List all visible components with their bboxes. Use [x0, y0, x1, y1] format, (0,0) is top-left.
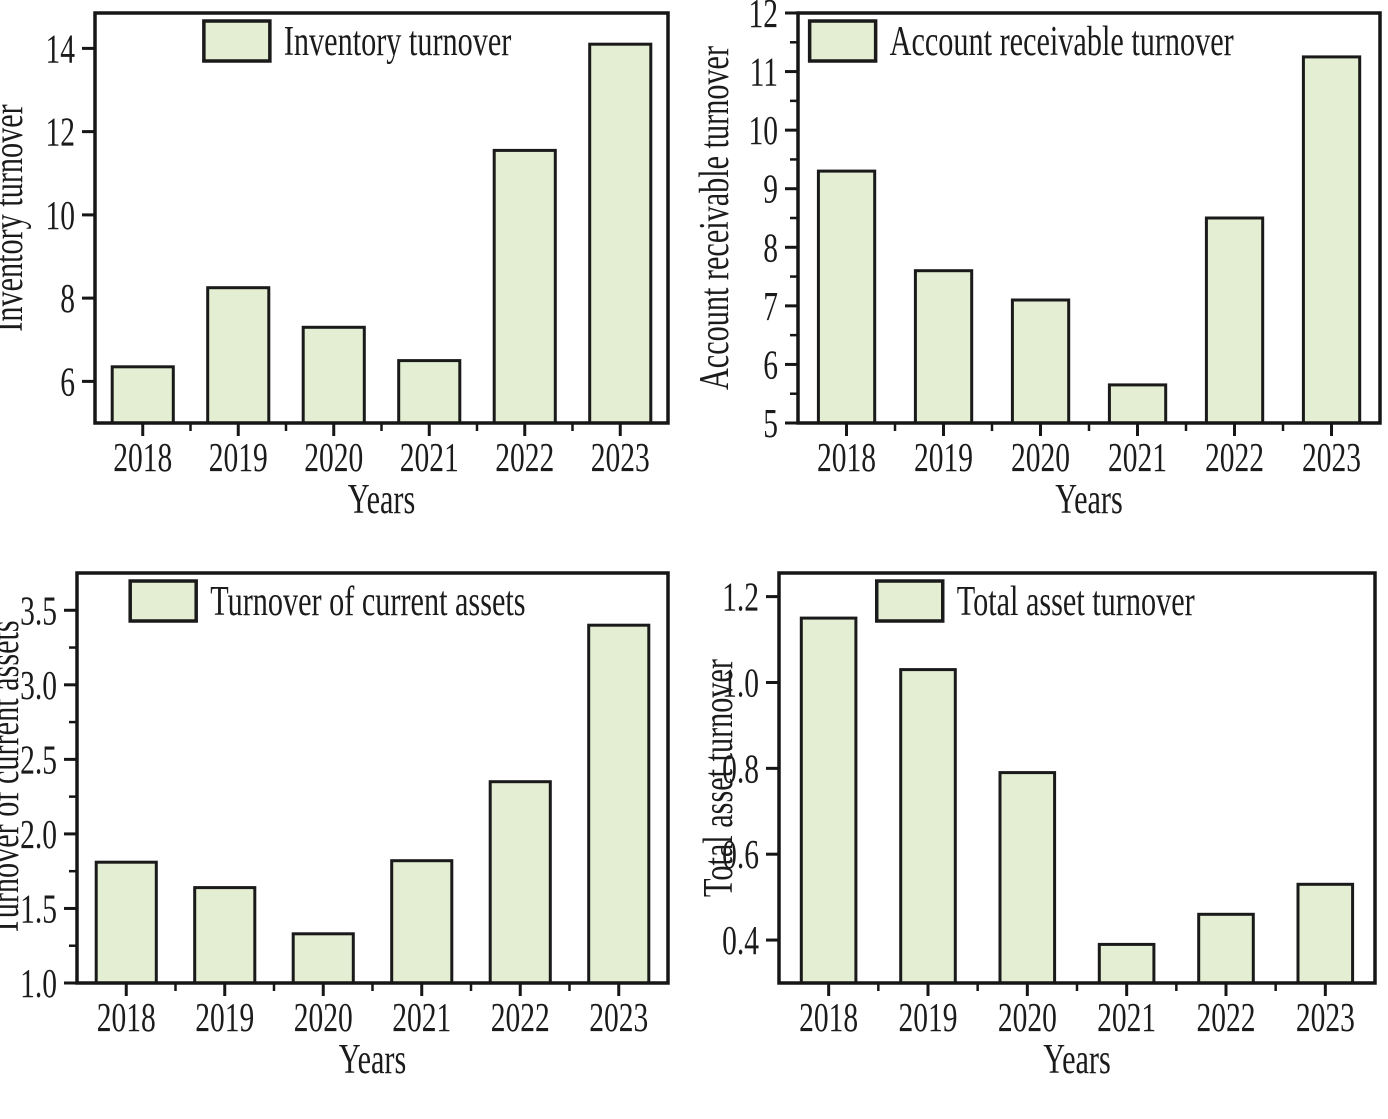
bar-2019: [193, 886, 257, 985]
bar-2023: [1301, 55, 1362, 425]
y-tick-label: 10: [45, 192, 75, 238]
y-tick-label: 6: [763, 342, 778, 388]
x-tick-label: 2020: [998, 994, 1057, 1040]
x-tick-label: 2023: [1296, 994, 1355, 1040]
y-axis-title: Inventory turnover: [0, 104, 31, 331]
x-tick-label: 2020: [294, 994, 353, 1040]
chart-total-asset-turnover: 0.4 0.6 0.8 1.0 1.2 2018 2019 2020 2021 2022 2023 Y…: [694, 571, 1377, 1082]
bar-2021: [1097, 942, 1156, 985]
y-tick-label: 10: [748, 107, 778, 153]
y-tick-label: 6: [60, 359, 75, 405]
y-tick-label: 3.0: [20, 662, 57, 708]
y-tick-label: 14: [45, 26, 75, 72]
bar-2020: [301, 325, 366, 425]
bar-2022: [488, 780, 552, 985]
bar-2021: [1107, 383, 1168, 425]
bar-2023: [587, 623, 651, 985]
x-tick-label: 2018: [113, 434, 172, 480]
x-tick-label: 2021: [400, 434, 459, 480]
legend-label: Turnover of current assets: [210, 577, 525, 624]
x-tick-label: 2022: [495, 434, 554, 480]
y-tick-label: 8: [763, 225, 778, 271]
bar-2020: [291, 932, 355, 985]
x-tick-label: 2023: [589, 994, 648, 1040]
y-tick-label: 0.4: [722, 917, 759, 963]
y-tick-label: 2.0: [20, 811, 57, 857]
plot-frame: [93, 11, 670, 425]
plot-frame: [75, 571, 670, 985]
legend-swatch: [807, 19, 878, 63]
y-tick-label: 1.0: [722, 660, 759, 706]
bar-2018: [799, 616, 858, 985]
legend-swatch: [128, 579, 198, 623]
x-tick-label: 2018: [799, 994, 858, 1040]
chart-turnover-of-current-assets: 1.0 1.5 2.0 2.5 3.0 3.5 2018 2019 2020 2021 2022 20…: [0, 571, 670, 1082]
bar-2023: [1296, 882, 1355, 985]
x-tick-label: 2022: [1205, 434, 1264, 480]
y-tick-label: 9: [763, 166, 778, 212]
x-tick-label: 2019: [898, 994, 957, 1040]
x-tick-label: 2018: [817, 434, 876, 480]
x-axis-title: Years: [1055, 475, 1122, 522]
legend-swatch: [874, 579, 945, 623]
x-axis-title: Years: [1043, 1035, 1110, 1082]
x-tick-label: 2021: [1097, 994, 1156, 1040]
x-tick-label: 2021: [392, 994, 451, 1040]
plot-frame: [777, 571, 1377, 985]
bar-2018: [94, 860, 158, 985]
legend-label: Account receivable turnover: [890, 17, 1234, 64]
x-tick-label: 2019: [209, 434, 268, 480]
y-tick-label: 1.5: [20, 886, 57, 932]
y-tick-label: 1.2: [722, 574, 759, 620]
x-tick-label: 2019: [195, 994, 254, 1040]
bar-2018: [110, 365, 175, 425]
bar-2022: [1197, 912, 1255, 985]
y-tick-label: 0.6: [722, 831, 759, 877]
x-tick-label: 2020: [1011, 434, 1070, 480]
bar-2023: [588, 42, 653, 425]
bar-2022: [1204, 216, 1265, 425]
bar-2022: [492, 148, 557, 425]
x-axis-title: Years: [348, 475, 415, 522]
y-tick-label: 12: [45, 109, 75, 155]
bar-2018: [816, 169, 877, 425]
y-tick-label: 12: [748, 0, 778, 36]
x-axis-title: Years: [339, 1035, 406, 1082]
bar-2019: [913, 269, 974, 425]
y-tick-label: 11: [750, 49, 778, 95]
y-tick-label: 5: [763, 400, 778, 446]
x-tick-label: 2020: [304, 434, 363, 480]
bar-2020: [998, 771, 1057, 985]
bar-2019: [206, 286, 271, 425]
y-tick-label: 8: [60, 275, 75, 321]
legend-label: Total asset turnover: [957, 577, 1195, 624]
x-tick-label: 2021: [1108, 434, 1167, 480]
bar-2021: [397, 359, 462, 425]
plot-frame: [796, 11, 1382, 425]
x-tick-label: 2018: [97, 994, 156, 1040]
chart-account-receivable-turnover: 5 6 7 8 9 10 11 12 2018 2019 2020 2021 2022 2023 Years…: [690, 0, 1382, 522]
chart-inventory-turnover: 6 8 10 12 14 2018 2019 2020 2021 2022 2023 Years Inv…: [0, 11, 670, 522]
legend-swatch: [202, 19, 272, 63]
y-axis-title: Turnover of current assets: [0, 620, 27, 935]
x-tick-label: 2023: [1302, 434, 1361, 480]
y-tick-label: 7: [763, 283, 778, 329]
y-axis-title: Account receivable turnover: [690, 46, 737, 390]
legend-label: Inventory turnover: [284, 17, 511, 64]
bar-2019: [899, 668, 957, 985]
y-axis-title: Total asset turnover: [694, 659, 741, 897]
x-tick-label: 2022: [1196, 994, 1255, 1040]
x-tick-label: 2022: [491, 994, 550, 1040]
y-tick-label: 2.5: [20, 737, 57, 783]
y-tick-label: 1.0: [20, 960, 57, 1006]
bar-2020: [1010, 298, 1071, 425]
y-tick-label: 0.8: [722, 746, 759, 792]
y-tick-label: 3.5: [20, 588, 57, 634]
bar-2021: [390, 859, 454, 985]
x-tick-label: 2019: [914, 434, 973, 480]
x-tick-label: 2023: [591, 434, 650, 480]
